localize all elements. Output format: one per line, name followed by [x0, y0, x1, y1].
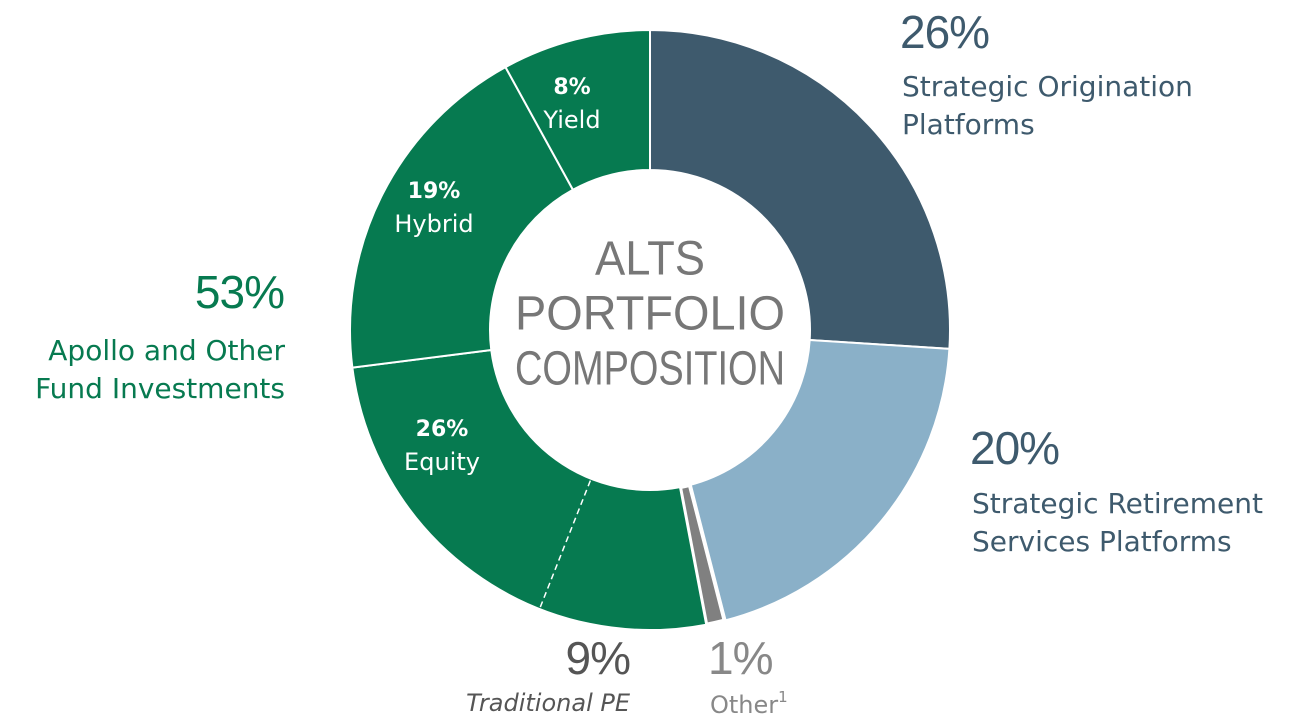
segment-value-label: 1% [708, 632, 773, 684]
segment-label: Hybrid [394, 210, 473, 238]
group-label: Apollo and Other Fund Investments [35, 334, 285, 405]
segment-label: Yield [542, 106, 600, 134]
segment-value-label: 26% [416, 417, 469, 442]
footnote-mark: 1 [778, 688, 788, 706]
segment-label: Strategic Origination Platforms [902, 70, 1193, 141]
segment-value-label: 20% [970, 422, 1059, 474]
segment-value-label: 26% [900, 6, 989, 58]
group-value-label: 53% [195, 266, 284, 318]
donut-segment [351, 348, 708, 631]
segment-label: Equity [404, 448, 480, 476]
segment-label: Other1 [710, 688, 788, 720]
donut-segment [504, 28, 651, 192]
sub-segment-divider [539, 480, 592, 608]
segment-label: Strategic Retirement Services Platforms [972, 487, 1264, 558]
segment-value-label: 19% [408, 179, 461, 204]
center-text: ALTS [595, 233, 705, 286]
center-text: PORTFOLIO [515, 288, 785, 341]
donut-segment [349, 65, 575, 369]
segment-label-name: Other [710, 691, 778, 719]
sub-segment-value-label: 9% [566, 632, 631, 684]
donut-segment [688, 338, 951, 622]
sub-segment-label: Traditional PE [466, 689, 631, 717]
donut-segment [649, 28, 951, 350]
center-text: COMPOSITION [515, 343, 785, 396]
segment-value-label: 8% [553, 75, 590, 100]
